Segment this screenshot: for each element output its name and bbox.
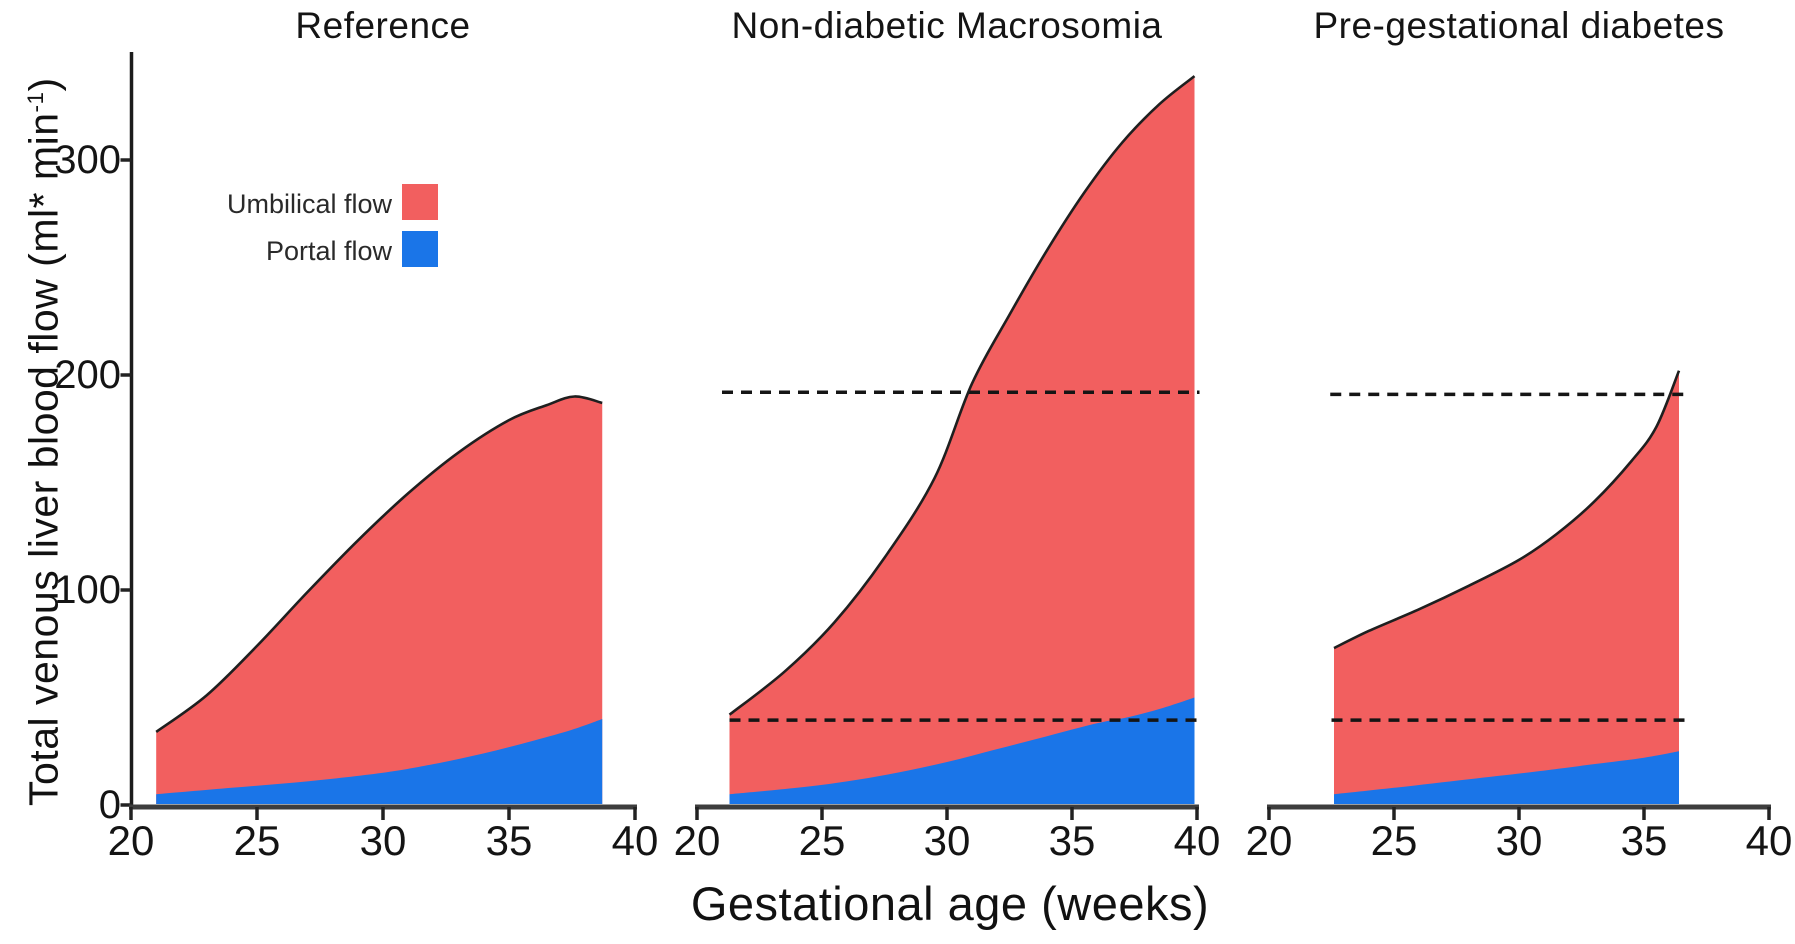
y-tick-label-0: 0 xyxy=(98,783,121,827)
panel-title-pre-gestational-diabetes: Pre-gestational diabetes xyxy=(1313,5,1725,46)
x-tick-label-pre-gestational-diabetes-40: 40 xyxy=(1745,817,1793,864)
x-tick-label-reference-40: 40 xyxy=(611,817,659,864)
y-tick-label-100: 100 xyxy=(54,568,121,612)
panel-title-reference: Reference xyxy=(295,5,471,46)
legend-swatch-portal-flow xyxy=(402,231,438,267)
x-tick-label-non-diabetic-macrosomia-20: 20 xyxy=(673,817,721,864)
total-flow-curve-non-diabetic-macrosomia xyxy=(728,75,1196,716)
legend-swatch-umbilical-flow xyxy=(402,184,438,220)
x-axis-title: Gestational age (weeks) xyxy=(690,877,1210,930)
x-tick-label-non-diabetic-macrosomia-25: 25 xyxy=(798,817,846,864)
x-tick-label-reference-35: 35 xyxy=(485,817,533,864)
y-axis-title-superscript: -1 xyxy=(23,91,48,113)
y-tick-label-200: 200 xyxy=(54,353,121,397)
total-flow-curve-reference xyxy=(155,395,603,733)
umbilical-flow-area-non-diabetic-macrosomia xyxy=(729,76,1195,804)
x-tick-label-reference-30: 30 xyxy=(359,817,407,864)
portal-flow-area-reference xyxy=(156,719,603,804)
portal-flow-area-non-diabetic-macrosomia xyxy=(729,697,1195,804)
umbilical-flow-area-pre-gestational-diabetes xyxy=(1334,370,1679,804)
y-axis-title-suffix: ) xyxy=(20,77,67,92)
y-axis-title: Total venous liver blood flow (ml* min-1… xyxy=(12,77,68,806)
x-tick-label-non-diabetic-macrosomia-30: 30 xyxy=(923,817,971,864)
x-tick-label-pre-gestational-diabetes-20: 20 xyxy=(1245,817,1293,864)
portal-flow-area-pre-gestational-diabetes xyxy=(1334,751,1679,804)
x-tick-label-pre-gestational-diabetes-30: 30 xyxy=(1495,817,1543,864)
y-tick-label-300: 300 xyxy=(54,138,121,182)
x-tick-label-non-diabetic-macrosomia-40: 40 xyxy=(1173,817,1221,864)
x-tick-label-pre-gestational-diabetes-25: 25 xyxy=(1370,817,1418,864)
x-tick-label-pre-gestational-diabetes-35: 35 xyxy=(1620,817,1668,864)
x-tick-label-non-diabetic-macrosomia-35: 35 xyxy=(1048,817,1096,864)
legend-label-portal-flow: Portal flow xyxy=(265,236,392,266)
total-flow-curve-pre-gestational-diabetes xyxy=(1333,370,1681,650)
umbilical-flow-area-reference xyxy=(156,396,603,804)
legend-label-umbilical-flow: Umbilical flow xyxy=(226,189,392,219)
x-tick-label-reference-25: 25 xyxy=(233,817,281,864)
x-tick-label-reference-20: 20 xyxy=(107,817,155,864)
panel-title-non-diabetic-macrosomia: Non-diabetic Macrosomia xyxy=(731,5,1163,46)
y-axis-title-text: Total venous liver blood flow (ml* min xyxy=(20,112,67,807)
